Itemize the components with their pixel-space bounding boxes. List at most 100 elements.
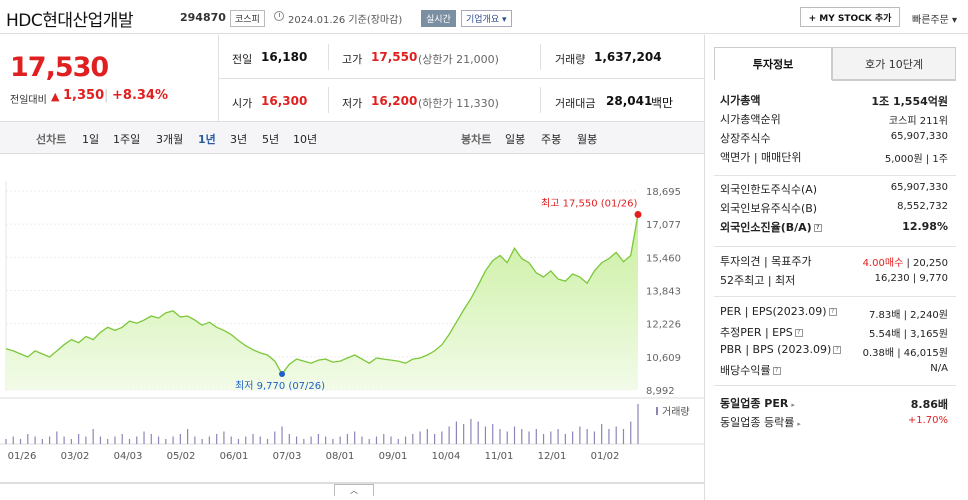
x-tick-label: 03/02 xyxy=(61,451,90,462)
header xyxy=(0,0,968,34)
period-1y[interactable]: 1년 xyxy=(198,133,216,146)
volume-bar xyxy=(114,436,116,444)
x-tick-label: 08/01 xyxy=(326,451,355,462)
help-icon[interactable]: ? xyxy=(794,329,803,337)
volume-bar xyxy=(513,426,516,444)
high-marker xyxy=(634,210,642,218)
y-tick-label: 12,226 xyxy=(646,320,681,331)
period-10y[interactable]: 10년 xyxy=(293,133,318,146)
volume-bar xyxy=(535,429,537,444)
volume-bar xyxy=(216,434,218,444)
arrow-right-icon[interactable]: ▸ xyxy=(791,401,795,409)
company-info-button[interactable]: 기업개요 ▾ xyxy=(461,10,512,27)
volume-bar xyxy=(194,436,196,444)
volume-bar xyxy=(484,426,487,444)
tab-order-book[interactable]: 호가 10단계 xyxy=(832,47,956,80)
volume-bar xyxy=(455,421,457,444)
x-tick-label: 01/26 xyxy=(8,451,37,462)
info-label: 동일업종 PER ▸ xyxy=(720,395,795,411)
volume-bar xyxy=(375,436,378,444)
volume-bar xyxy=(550,431,552,444)
volume-bar xyxy=(121,434,123,444)
collapse-chart-button[interactable]: ︿ xyxy=(334,484,374,496)
realtime-button[interactable]: 실시간 xyxy=(421,10,456,27)
change-label: 전일대비 xyxy=(10,95,47,106)
info-value: 16,230 | 9,770 xyxy=(875,273,948,284)
y-tick-label: 18,695 xyxy=(646,187,681,198)
high-label: 최고 17,550 (01/26) xyxy=(541,197,637,209)
divider: | xyxy=(104,88,109,103)
x-tick-label: 10/04 xyxy=(432,451,461,462)
info-label-text: 외국인소진율(B/A) xyxy=(720,221,812,234)
info-label: 시가총액순위 xyxy=(720,111,781,127)
info-value-text: 5.54배 | 3,165원 xyxy=(868,329,948,340)
volume-bar xyxy=(426,429,428,444)
volume-bar xyxy=(433,434,436,444)
volume-bar xyxy=(317,434,319,444)
volume-bar xyxy=(128,439,131,444)
low-label: 최저 9,770 (07/26) xyxy=(235,380,325,392)
high-value: 17,550 xyxy=(371,50,418,64)
info-value-text: 코스피 211위 xyxy=(888,116,948,127)
clock-icon xyxy=(274,11,284,21)
period-3m[interactable]: 3개월 xyxy=(156,133,184,146)
volume-bar xyxy=(136,436,138,444)
volume-bar xyxy=(107,439,109,444)
info-value: 5.54배 | 3,165원 xyxy=(869,325,948,340)
help-icon[interactable]: ? xyxy=(833,346,842,354)
info-label-text: 52주최고 | 최저 xyxy=(720,274,796,287)
tab-invest-info[interactable]: 투자정보 xyxy=(714,47,832,80)
info-value-text: 65,907,330 xyxy=(890,182,948,193)
period-1d[interactable]: 1일 xyxy=(82,133,100,146)
divider xyxy=(540,44,541,70)
info-label-text: 외국인한도주식수(A) xyxy=(720,183,818,196)
info-label: PBR | BPS (2023.09)? xyxy=(720,343,842,356)
info-value: +1.70% xyxy=(908,415,948,426)
info-label: 액면가 | 매매단위 xyxy=(720,149,802,165)
volume-bar xyxy=(56,431,58,444)
up-arrow-icon: ▲ xyxy=(51,90,60,103)
candle-weekly[interactable]: 주봉 xyxy=(541,133,562,146)
info-label-text: 배당수익률 xyxy=(720,364,771,377)
volume-bar xyxy=(477,421,479,444)
candle-daily[interactable]: 일봉 xyxy=(505,133,526,146)
prev-value: 16,180 xyxy=(261,50,308,64)
arrow-right-icon[interactable]: ▸ xyxy=(797,420,801,428)
candle-monthly[interactable]: 월봉 xyxy=(577,133,598,146)
quick-order-button[interactable]: 빠른주문 ▾ xyxy=(912,15,957,26)
volume-bar xyxy=(92,429,94,444)
volume-label: 거래량 xyxy=(555,53,586,66)
volume-bar xyxy=(78,434,80,444)
y-tick-label: 10,609 xyxy=(646,353,681,364)
volume-bar xyxy=(19,439,22,444)
info-label: 52주최고 | 최저 xyxy=(720,272,795,288)
info-label-text: 추정PER | EPS xyxy=(720,326,793,339)
price-line xyxy=(5,214,639,376)
info-label: 추정PER | EPS? xyxy=(720,324,803,340)
volume-bar xyxy=(150,434,152,444)
help-icon[interactable]: ? xyxy=(772,367,781,375)
help-icon[interactable]: ? xyxy=(828,308,837,316)
x-tick-label: 06/01 xyxy=(220,451,249,462)
open-value: 16,300 xyxy=(261,94,308,108)
add-mystock-button[interactable]: + MY STOCK 추가 xyxy=(800,7,900,27)
info-value: 12.98% xyxy=(902,220,948,233)
volume-bar xyxy=(492,424,494,444)
info-label: 외국인보유주식수(B) xyxy=(720,200,817,216)
info-label: 동일업종 등락률 ▸ xyxy=(720,414,801,430)
volume-bar xyxy=(274,431,276,444)
help-icon[interactable]: ? xyxy=(813,224,822,232)
volume-bar xyxy=(143,431,145,444)
period-1w[interactable]: 1주일 xyxy=(113,133,141,146)
volume-bar xyxy=(346,434,349,444)
volume-value: 1,637,204 xyxy=(594,50,662,64)
info-value: 1조 1,554억원 xyxy=(871,93,948,109)
price-chart: 18,695 17,077 15,460 13,843 12,226 10,609 8,99… xyxy=(0,181,704,484)
period-3y[interactable]: 3년 xyxy=(230,133,248,146)
info-label-text: 동일업종 등락률 xyxy=(720,416,795,429)
info-value-text: 0.38배 | 46,015원 xyxy=(862,348,948,359)
x-tick-label: 01/02 xyxy=(591,451,620,462)
period-5y[interactable]: 5년 xyxy=(262,133,280,146)
info-value-text: | 20,250 xyxy=(903,258,948,269)
info-value: 0.38배 | 46,015원 xyxy=(863,344,948,359)
